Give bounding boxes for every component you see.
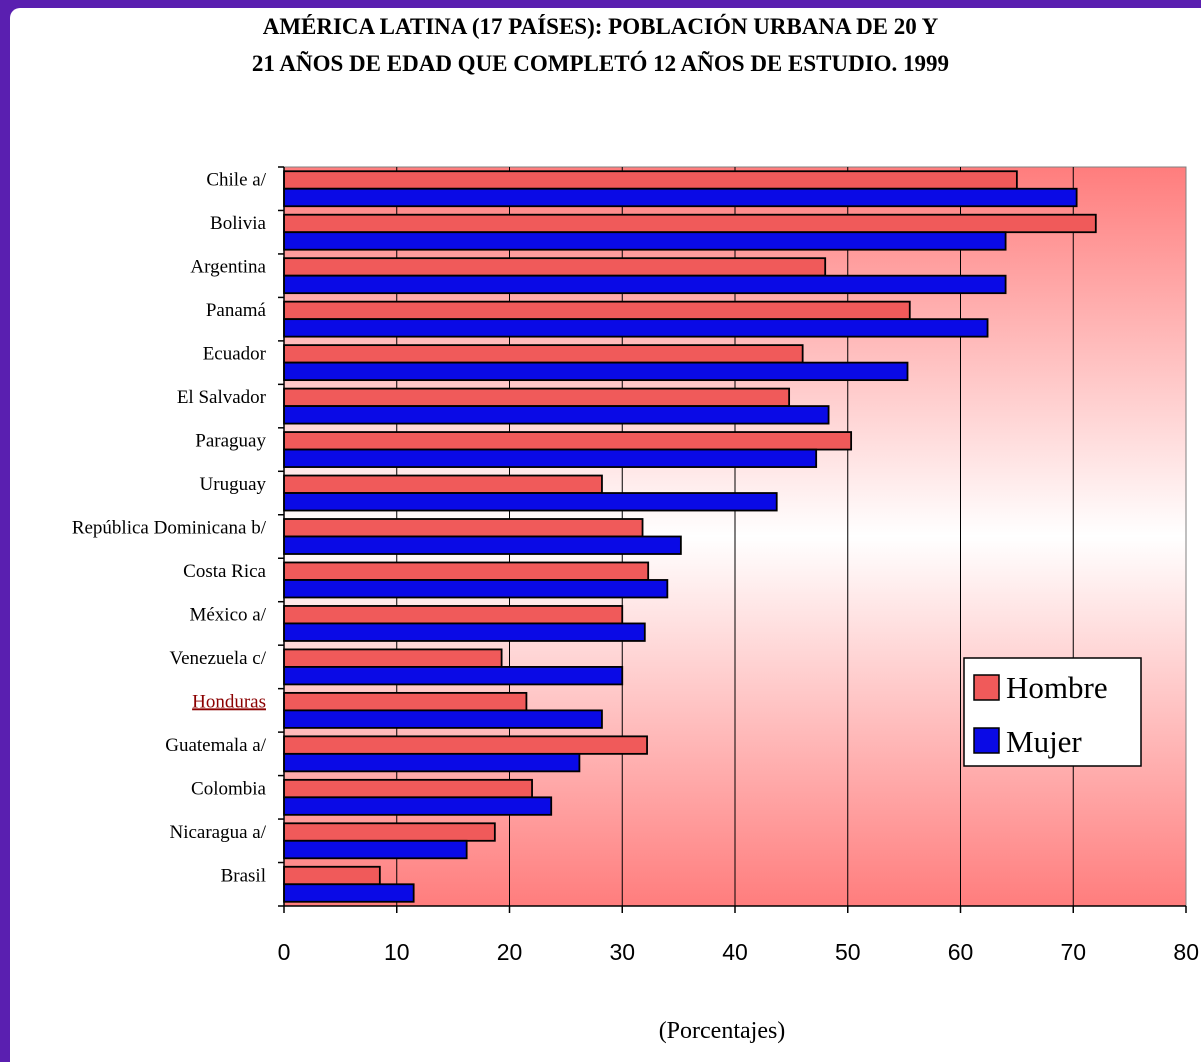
category-label: Honduras	[192, 691, 266, 712]
chart-title-line-1: AMÉRICA LATINA (17 PAÍSES): POBLACIÓN UR…	[262, 14, 939, 39]
bar-mujer	[283, 187, 1078, 208]
bar-hombre	[283, 778, 533, 799]
bar-hombre	[283, 605, 624, 625]
category-label: Bolivia	[210, 213, 267, 234]
category-label: Costa Rica	[183, 561, 266, 582]
category-label: Chile a/	[206, 170, 266, 191]
bar-mujer	[283, 361, 909, 382]
x-tick-label: 50	[835, 939, 861, 965]
bar-hombre	[283, 344, 804, 364]
category-label: Panamá	[206, 300, 267, 321]
x-tick-label: 30	[609, 939, 635, 965]
bar-hombre	[283, 691, 528, 712]
x-tick-labels: 0 10 20 30 40 50 60 70 80	[278, 939, 1199, 965]
category-label: Uruguay	[200, 474, 267, 495]
bar-mujer	[283, 709, 603, 729]
legend: Hombre Mujer	[963, 657, 1142, 767]
category-label: Venezuela c/	[169, 648, 266, 669]
bar-mujer	[283, 492, 778, 512]
x-axis-label: (Porcentajes)	[659, 1018, 786, 1044]
chart-title-line-2: 21 AÑOS DE EDAD QUE COMPLETÓ 12 AÑOS DE …	[251, 51, 950, 76]
bar-mujer	[283, 883, 415, 903]
category-label: Paraguay	[195, 431, 266, 452]
category-labels: Chile a/Bolivia Argentina Panamá Ecuador El …	[72, 170, 267, 887]
category-label: Guatemala a/	[165, 735, 266, 756]
axes	[278, 166, 1187, 913]
bar-hombre	[283, 865, 381, 886]
category-label: Brasil	[221, 865, 266, 886]
bar-hombre	[283, 431, 853, 451]
legend-swatch-mujer	[973, 727, 1000, 754]
bar-mujer	[283, 666, 624, 686]
bar-mujer	[283, 231, 1007, 251]
bar-hombre	[283, 213, 1097, 234]
bar-hombre	[283, 735, 648, 755]
legend-label-mujer: Mujer	[1006, 724, 1082, 759]
bar-hombre	[283, 561, 650, 581]
category-label: El Salvador	[177, 387, 267, 408]
bar-mujer	[283, 405, 830, 425]
x-tick-label: 10	[384, 939, 410, 965]
bar-mujer	[283, 318, 989, 338]
bars	[283, 170, 1097, 903]
bar-hombre	[283, 170, 1018, 190]
bar-hombre	[283, 822, 496, 842]
chart-title: AMÉRICA LATINA (17 PAÍSES): POBLACIÓN UR…	[0, 8, 1201, 82]
x-tick-label: 80	[1173, 939, 1199, 965]
x-tick-label: 40	[722, 939, 748, 965]
bar-mujer	[283, 622, 646, 642]
x-tick-label: 70	[1060, 939, 1086, 965]
bar-mujer	[283, 448, 818, 468]
legend-swatch-hombre	[973, 674, 1000, 701]
legend-label-hombre: Hombre	[1006, 670, 1108, 705]
bar-hombre	[283, 648, 503, 668]
bar-hombre	[283, 474, 603, 494]
category-label: México a/	[189, 604, 266, 625]
category-label: Argentina	[190, 257, 266, 278]
category-label: Ecuador	[203, 344, 267, 365]
bar-mujer	[283, 752, 581, 773]
bar-mujer	[283, 535, 682, 555]
bar-mujer	[283, 579, 669, 599]
bar-mujer	[283, 839, 468, 860]
bar-hombre	[283, 300, 911, 321]
category-label: Colombia	[191, 778, 267, 799]
bar-hombre	[283, 387, 791, 407]
x-tick-label: 20	[497, 939, 523, 965]
bar-mujer	[283, 796, 553, 816]
x-tick-label: 0	[278, 939, 291, 965]
bar-hombre	[283, 257, 827, 277]
x-tick-label: 60	[948, 939, 974, 965]
bar-mujer	[283, 274, 1007, 295]
bar-hombre	[283, 518, 644, 538]
category-label: Nicaragua a/	[169, 822, 266, 843]
category-label: República Dominicana b/	[72, 518, 267, 539]
